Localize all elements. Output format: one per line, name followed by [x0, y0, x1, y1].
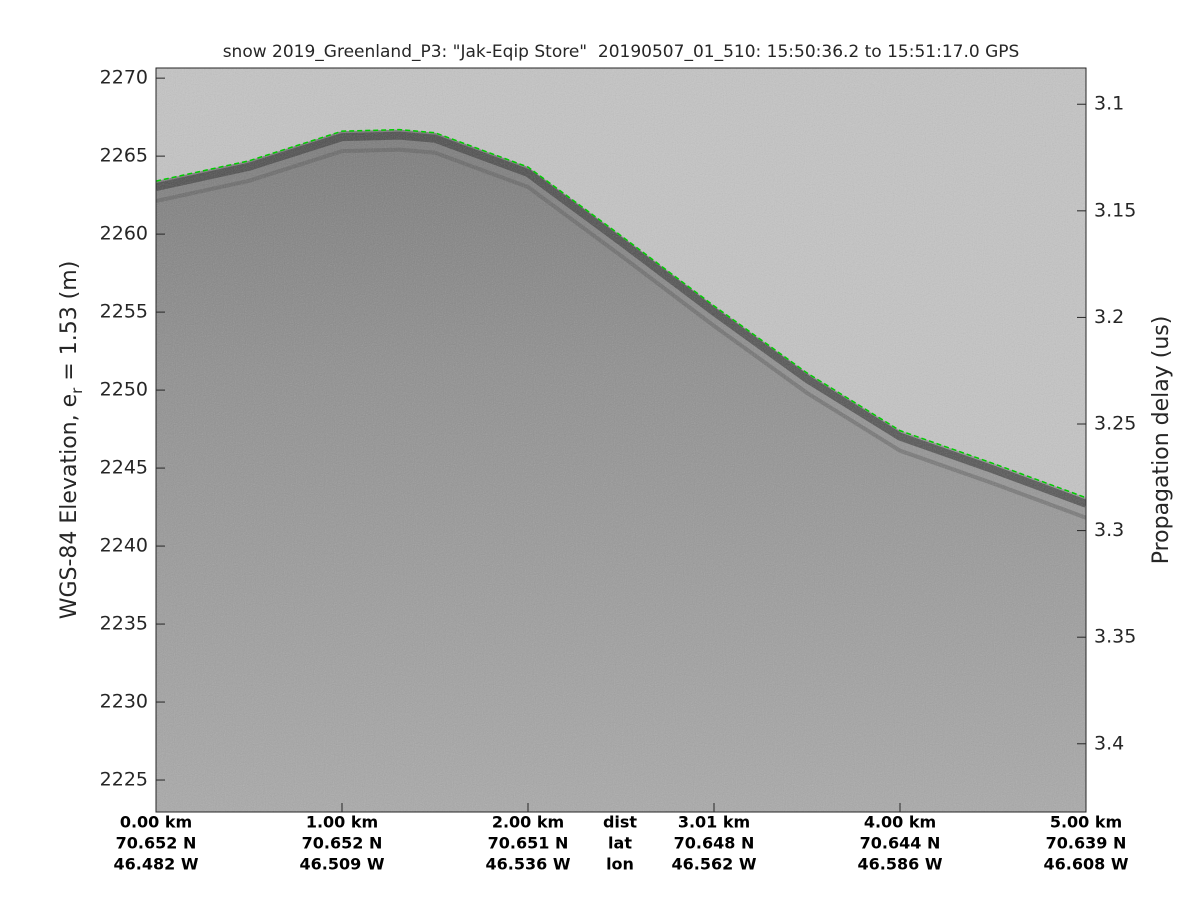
x-tick-label: 4.00 km: [864, 813, 936, 832]
y-tick-label: 2230: [100, 691, 148, 713]
y2-tick-label: 3.1: [1094, 93, 1124, 115]
x-tick-lon: 46.608 W: [1044, 855, 1129, 874]
x-tick-lon: 46.536 W: [486, 855, 571, 874]
x-tick-label: 0.00 km: [120, 813, 192, 832]
y-tick-label: 2225: [100, 769, 148, 791]
y-tick-label: 2260: [100, 223, 148, 245]
y2-tick-label: 3.3: [1094, 519, 1124, 541]
x-tick-lat: 70.652 N: [302, 834, 383, 853]
row-name: lon: [606, 855, 634, 874]
x-tick-lat: 70.648 N: [674, 834, 755, 853]
speckle-noise: [156, 68, 1086, 812]
x-tick-lon: 46.482 W: [114, 855, 199, 874]
y-tick-label: 2270: [100, 67, 148, 89]
x-tick-lat: 70.639 N: [1046, 834, 1127, 853]
y-axis-label: WGS-84 Elevation, er = 1.53 (m): [57, 261, 86, 620]
y-tick-label: 2240: [100, 535, 148, 557]
x-tick-lat: 70.652 N: [116, 834, 197, 853]
y-tick-label: 2245: [100, 457, 148, 479]
y-label-rest: = 1.53 (m): [57, 261, 82, 388]
y2-tick-label: 3.4: [1094, 732, 1124, 754]
y2-tick-label: 3.25: [1094, 413, 1136, 435]
x-tick-lon: 46.586 W: [858, 855, 943, 874]
y-label-main: WGS-84 Elevation, e: [57, 394, 82, 619]
x-tick-label: 3.01 km: [678, 813, 750, 832]
y2-tick-label: 3.15: [1094, 199, 1136, 221]
plot-frame: [155, 67, 1087, 813]
y-label-sub: r: [68, 387, 86, 394]
y-tick-label: 2250: [100, 379, 148, 401]
y2-tick-label: 3.35: [1094, 626, 1136, 648]
x-tick-lon: 46.509 W: [300, 855, 385, 874]
x-tick-lon: 46.562 W: [672, 855, 757, 874]
surface-line: [156, 128, 1086, 499]
x-tick-lat: 70.644 N: [860, 834, 941, 853]
x-tick-lat: 70.651 N: [488, 834, 569, 853]
plot-area: [156, 68, 1086, 812]
y-tick-label: 2235: [100, 613, 148, 635]
row-name: lat: [608, 834, 632, 853]
y2-tick-label: 3.2: [1094, 306, 1124, 328]
x-tick-label: 1.00 km: [306, 813, 378, 832]
x-tick-label: 5.00 km: [1050, 813, 1122, 832]
x-tick-label: 2.00 km: [492, 813, 564, 832]
chart-title: snow 2019_Greenland_P3: "Jak-Eqip Store"…: [223, 42, 1020, 62]
y2-axis-label: Propagation delay (us): [1149, 316, 1174, 565]
y-tick-label: 2265: [100, 145, 148, 167]
y-tick-label: 2255: [100, 301, 148, 323]
row-name: dist: [603, 813, 637, 832]
